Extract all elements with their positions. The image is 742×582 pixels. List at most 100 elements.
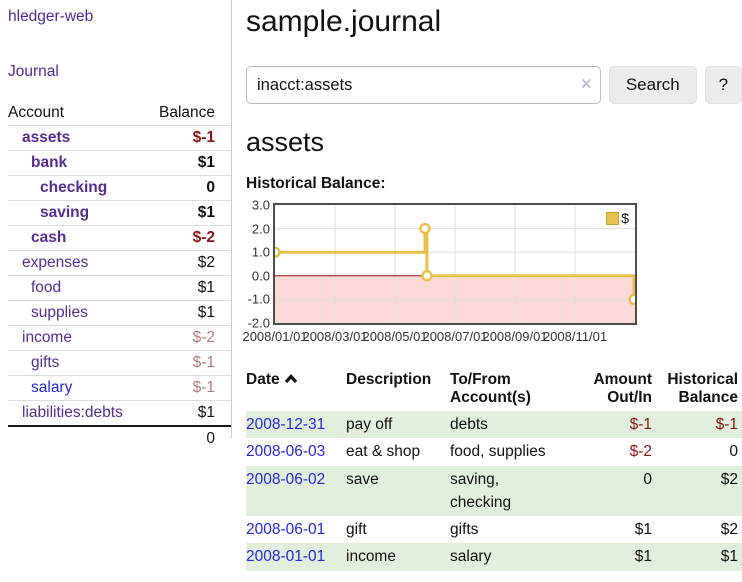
account-balance: $1 — [145, 275, 231, 301]
account-link-assets[interactable]: assets — [22, 129, 71, 146]
legend-swatch-icon — [606, 211, 620, 225]
account-link-bank[interactable]: bank — [31, 154, 68, 171]
transaction-description: pay off — [346, 416, 393, 433]
x-axis-tick: 2008/07/01 — [422, 329, 488, 344]
account-link-cash[interactable]: cash — [31, 229, 67, 246]
transaction-accounts: saving, checking — [450, 470, 512, 511]
account-link-food[interactable]: food — [31, 279, 62, 296]
account-link-saving[interactable]: saving — [40, 204, 90, 221]
register-row: 2008-01-01 income salary $1 $1 — [246, 543, 742, 571]
account-link-supplies[interactable]: supplies — [31, 304, 88, 321]
chart-svg — [275, 205, 635, 323]
search-form: × Search ? — [246, 66, 742, 104]
help-button[interactable]: ? — [704, 66, 742, 104]
account-link-expenses[interactable]: expenses — [22, 254, 89, 271]
accounts-total-value: 0 — [145, 425, 231, 451]
account-link-gifts[interactable]: gifts — [31, 354, 60, 371]
transaction-accounts: debts — [450, 416, 488, 433]
account-balance: $-1 — [145, 375, 231, 401]
account-row: income $-2 — [8, 325, 231, 351]
accounts-header-balance: Balance — [158, 104, 215, 121]
account-balance: $-2 — [145, 225, 231, 251]
transaction-amount: $-2 — [629, 443, 652, 461]
account-row: expenses $2 — [8, 250, 231, 276]
account-row: gifts $-1 — [8, 350, 231, 376]
transaction-accounts: gifts — [450, 521, 479, 538]
accounts-total-row: 0 — [8, 425, 231, 451]
transaction-balance: $1 — [720, 548, 738, 566]
account-row: assets $-1 — [8, 125, 231, 151]
account-link-liabilities-debts[interactable]: liabilities:debts — [22, 404, 123, 421]
transaction-description: gift — [346, 521, 367, 538]
transaction-amount: 0 — [643, 470, 652, 488]
register-header-row: Date Description To/From Account(s) Amou… — [246, 369, 742, 411]
chart-title: Historical Balance: — [246, 175, 386, 192]
y-axis-tick: -1.0 — [247, 291, 270, 307]
transaction-date-link[interactable]: 2008-12-31 — [246, 416, 326, 433]
transaction-amount: $1 — [634, 521, 652, 538]
register-header-description: Description — [346, 371, 432, 388]
account-row: saving $1 — [8, 200, 231, 226]
account-row: salary $-1 — [8, 375, 231, 401]
account-row: supplies $1 — [8, 300, 231, 326]
account-heading: assets — [246, 127, 325, 157]
x-axis-tick: 2008/09/01 — [482, 329, 548, 344]
page-title: sample.journal — [246, 5, 442, 38]
register-row: 2008-06-01 gift gifts $1 $2 — [246, 516, 742, 543]
chart-plot: $ — [273, 203, 637, 325]
balance-chart: 3.0 2.0 1.0 0.0 -1.0 -2.0 $ 2008/01/01 2008/03… — [242, 198, 742, 349]
register-row: 2008-12-31 pay off debts $-1 $-1 — [246, 411, 742, 439]
transaction-date-link[interactable]: 2008-06-01 — [246, 521, 326, 538]
account-row: cash $-2 — [8, 225, 231, 251]
account-link-income[interactable]: income — [22, 329, 72, 346]
y-axis-tick: 2.0 — [251, 221, 270, 237]
register-table: Date Description To/From Account(s) Amou… — [246, 369, 742, 571]
account-balance: $-1 — [145, 350, 231, 376]
clear-search-icon[interactable]: × — [580, 74, 592, 95]
register-header-balance: Historical Balance — [667, 371, 738, 406]
accounts-table: Account Balance assets $-1 bank $1 check… — [8, 101, 231, 451]
y-axis-tick: 3.0 — [251, 197, 270, 213]
register-row: 2008-06-02 save saving, checking 0 $2 — [246, 465, 742, 516]
sidebar: hledger-web Journal Account Balance asse… — [0, 0, 232, 451]
account-balance: $-2 — [145, 325, 231, 351]
accounts-header-account: Account — [8, 104, 65, 121]
register-header-date[interactable]: Date — [246, 369, 346, 411]
y-axis-tick: 1.0 — [251, 244, 270, 260]
account-link-checking[interactable]: checking — [40, 179, 108, 196]
account-link-salary[interactable]: salary — [31, 379, 73, 396]
chart-x-labels: 2008/01/01 2008/03/01 2008/05/01 2008/07/01… — [242, 329, 635, 347]
account-row: liabilities:debts $1 — [8, 400, 231, 426]
x-axis-tick: 2008/05/01 — [362, 329, 428, 344]
brand-link[interactable]: hledger-web — [8, 8, 94, 25]
transaction-date-link[interactable]: 2008-06-02 — [246, 470, 326, 488]
legend-label: $ — [621, 210, 629, 226]
transaction-balance: $2 — [720, 521, 738, 538]
register-header-accounts: To/From Account(s) — [450, 371, 531, 406]
account-row: checking 0 — [8, 175, 231, 201]
account-balance: $1 — [145, 150, 231, 176]
register-header-amount: Amount Out/In — [593, 371, 652, 406]
account-balance: $1 — [145, 200, 231, 226]
transaction-date-link[interactable]: 2008-06-03 — [246, 443, 326, 461]
search-input[interactable] — [246, 66, 601, 104]
transaction-balance: $2 — [720, 470, 738, 488]
y-axis-tick: -2.0 — [247, 315, 270, 331]
account-balance: $1 — [145, 400, 231, 426]
account-row: food $1 — [8, 275, 231, 301]
chart-legend: $ — [605, 210, 630, 226]
transaction-balance: 0 — [729, 443, 738, 461]
account-balance: $-1 — [145, 125, 231, 151]
transaction-accounts: salary — [450, 548, 492, 566]
account-balance: 0 — [145, 175, 231, 201]
y-axis-tick: 0.0 — [251, 268, 270, 284]
main-panel: sample.journal × Search ? assets Histori… — [242, 0, 742, 571]
search-button[interactable]: Search — [608, 66, 697, 104]
sidebar-item-journal[interactable]: Journal — [8, 63, 59, 80]
transaction-description: income — [346, 548, 396, 566]
register-row: 2008-06-03 eat & shop food, supplies $-2… — [246, 438, 742, 465]
transaction-date-link[interactable]: 2008-01-01 — [246, 548, 326, 566]
account-balance: $2 — [145, 250, 231, 276]
chart-y-labels: 3.0 2.0 1.0 0.0 -1.0 -2.0 — [246, 198, 270, 331]
transaction-description: save — [346, 470, 379, 488]
